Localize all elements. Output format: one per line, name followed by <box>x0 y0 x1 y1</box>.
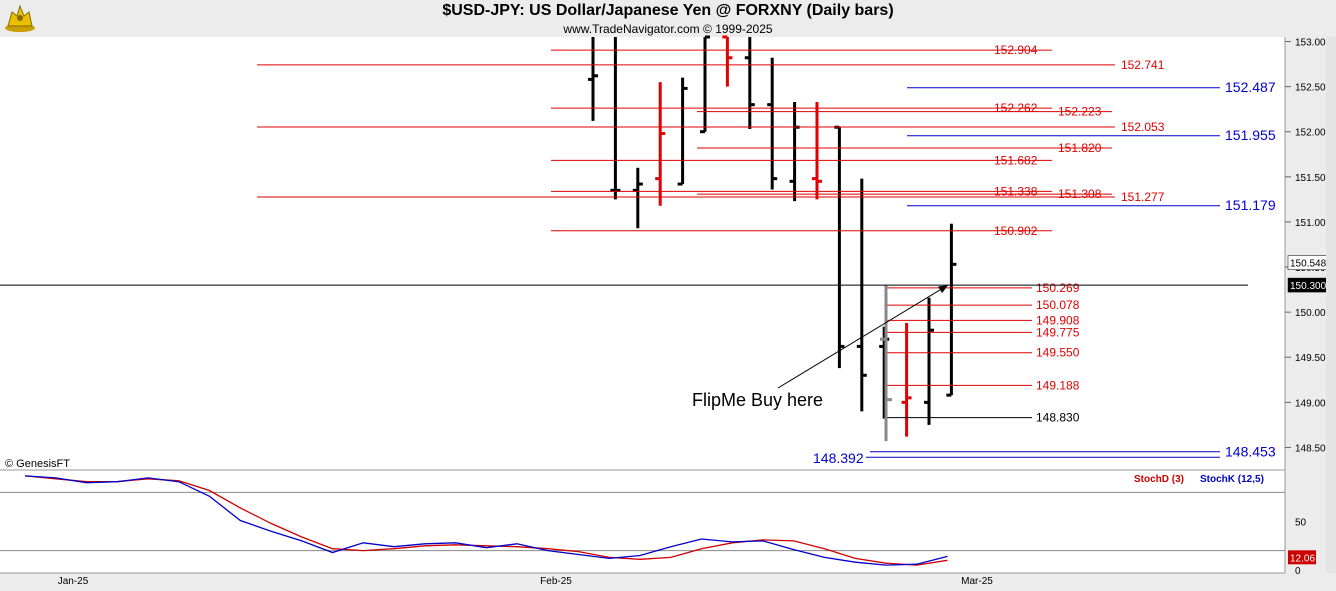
stochastic-plot-area <box>0 470 1285 573</box>
ohlc-bar <box>588 37 598 121</box>
ohlc-bar <box>812 101 822 200</box>
level-label: 151.179 <box>1225 197 1276 213</box>
y-tick-label: 150.000 <box>1295 308 1332 319</box>
level-label: 151.277 <box>1121 190 1165 204</box>
stoch-series-line <box>24 475 948 566</box>
time-axis: Jan-25 Feb-25 Mar-25 <box>58 576 994 587</box>
annotation-label: FlipMe Buy here <box>692 390 823 410</box>
level-label: 149.908 <box>1036 313 1080 327</box>
level-label: 148.830 <box>1036 411 1080 425</box>
copyright-label: © GenesisFT <box>5 458 70 470</box>
annotation-arrow <box>777 284 949 389</box>
y-tick-label: 152.500 <box>1295 83 1332 94</box>
stoch-series-line <box>24 475 948 566</box>
level-label: 149.550 <box>1036 346 1080 360</box>
ohlc-bar <box>610 37 621 200</box>
price-tag-label: 150.300 <box>1290 281 1327 292</box>
level-lines: 152.904 152.262 151.682 151.338 150.902 152.2… <box>0 43 1276 466</box>
y-tick-label: 149.500 <box>1295 353 1332 364</box>
level-label: 149.775 <box>1036 325 1080 339</box>
chart-title: $USD-JPY: US Dollar/Japanese Yen @ FORXN… <box>442 2 894 19</box>
level-label: 152.262 <box>994 101 1038 115</box>
x-tick-label: Mar-25 <box>961 576 993 587</box>
scrollbar-track[interactable] <box>1326 37 1336 573</box>
level-label: 152.741 <box>1121 58 1165 72</box>
y-tick-label: 50 <box>1295 518 1307 529</box>
level-label: 152.053 <box>1121 120 1165 134</box>
y-tick-label: 148.500 <box>1295 443 1332 454</box>
x-tick-label: Jan-25 <box>58 576 89 587</box>
legend-stochd: StochD (3) <box>1134 474 1184 485</box>
y-tick-label: 152.000 <box>1295 128 1332 139</box>
stoch-value-tag <box>1288 550 1316 565</box>
arrowhead-icon <box>938 285 948 294</box>
chart-subtitle: www.TradeNavigator.com © 1999-2025 <box>563 22 773 36</box>
price-tag: 150.300 <box>1287 277 1329 293</box>
ohlc-bar <box>677 77 688 186</box>
y-tick-label: 149.000 <box>1295 398 1332 409</box>
level-label: 151.338 <box>994 184 1038 198</box>
legend-stochk: StochK (12,5) <box>1200 474 1264 485</box>
stochastic-panel: 50 0 StochD (3) StochK (12,5) 12.06 <box>0 474 1316 577</box>
price-tag-label: 150.548 <box>1290 259 1327 270</box>
stoch-value-label: 12.06 <box>1290 553 1315 564</box>
level-label: 152.487 <box>1225 79 1276 95</box>
level-label: 150.078 <box>1036 298 1080 312</box>
ohlc-bar <box>722 35 733 87</box>
price-plot-area <box>0 37 1285 470</box>
price-series <box>588 35 957 437</box>
y-tick-label: 151.000 <box>1295 218 1332 229</box>
ohlc-bar <box>856 178 867 412</box>
level-label: 151.308 <box>1058 187 1102 201</box>
ohlc-bar <box>632 167 643 229</box>
ohlc-bar <box>744 37 755 130</box>
price-axis: 153.000 152.500 152.000 151.500 151.000 150.5… <box>1285 38 1332 454</box>
level-label: 151.682 <box>994 153 1038 167</box>
ohlc-bar <box>655 82 666 206</box>
level-label: 152.904 <box>994 43 1038 57</box>
price-tag: 150.548 <box>1287 255 1329 270</box>
y-tick-label: 0 <box>1295 566 1301 577</box>
y-tick-label: 151.500 <box>1295 173 1332 184</box>
level-label: 148.392 <box>813 450 864 466</box>
level-label: 151.820 <box>1058 141 1102 155</box>
ohlc-bar <box>946 223 957 397</box>
ohlc-bar <box>924 297 934 425</box>
level-label: 151.955 <box>1225 127 1276 143</box>
bull-bear-logo-icon <box>5 4 35 32</box>
level-label: 150.269 <box>1036 281 1080 295</box>
level-label: 149.188 <box>1036 378 1080 392</box>
y-tick-label: 153.000 <box>1295 38 1332 49</box>
ohlc-bar <box>767 57 778 190</box>
ohlc-bar <box>700 35 710 134</box>
level-label: 150.902 <box>994 224 1038 238</box>
x-tick-label: Feb-25 <box>540 576 572 587</box>
level-label: 148.453 <box>1225 444 1276 460</box>
level-label: 152.223 <box>1058 105 1102 119</box>
